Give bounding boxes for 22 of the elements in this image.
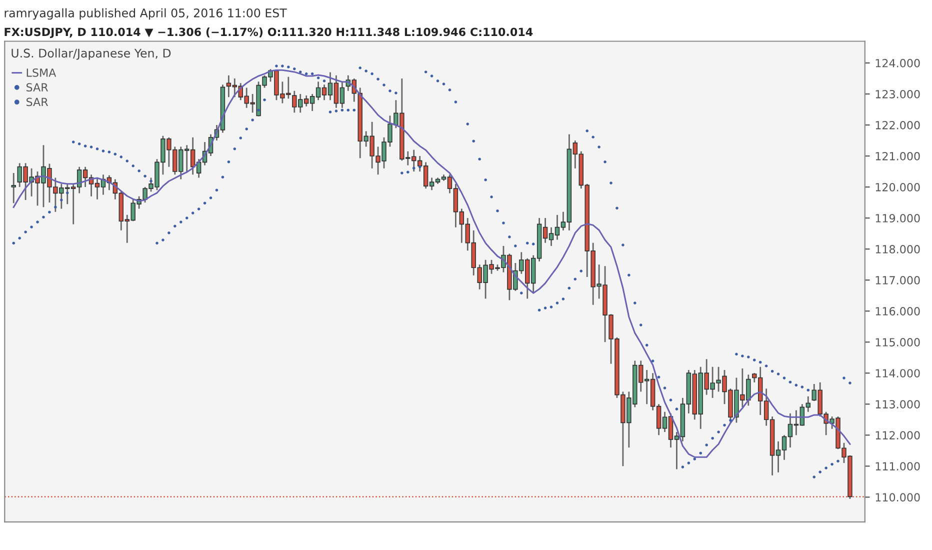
text: U.S. Dollar/Japanese Yen, D xyxy=(12,48,171,60)
candlestick xyxy=(11,172,16,204)
y-tick-label: 117.000 xyxy=(876,276,920,284)
y-tick-label: 113.000 xyxy=(876,400,920,408)
y-tick-label: 111.000 xyxy=(876,462,920,471)
legend-label: LSMA xyxy=(26,68,56,77)
y-tick-label: 112.000 xyxy=(876,431,920,440)
legend-label: SAR xyxy=(26,98,48,106)
y-tick-label: 110.000 xyxy=(876,493,920,502)
y-tick-label: 122.000 xyxy=(876,120,920,130)
y-tick-label: 114.000 xyxy=(876,369,920,378)
y-tick-label: 124.000 xyxy=(876,58,920,68)
y-tick-label: 121.000 xyxy=(876,152,920,160)
y-tick-label: 120.000 xyxy=(876,182,920,192)
chart-subtitle: ramryagalla published April 05, 2016 11:00 EST xyxy=(4,8,287,20)
text: FX:USDJPY, D 110.014 ▼ −1.306 (−1.17%) O:111.320 H:111.348 L:109.946 C:110.014 xyxy=(4,28,533,38)
y-tick-label: 116.000 xyxy=(876,307,920,316)
y-tick-label: 118.000 xyxy=(876,245,920,254)
y-tick-label: 119.000 xyxy=(876,214,920,222)
y-tick-label: 115.000 xyxy=(876,338,920,346)
y-tick-label: 123.000 xyxy=(876,90,920,98)
legend-label: SAR xyxy=(26,83,48,92)
